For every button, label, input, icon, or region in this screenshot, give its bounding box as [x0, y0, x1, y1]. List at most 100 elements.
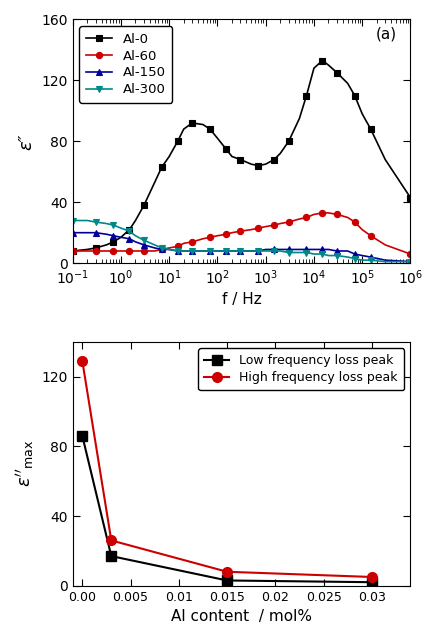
- High frequency loss peak: [369, 573, 375, 581]
- Al-300: [320, 250, 325, 258]
- Al-150: [263, 246, 268, 253]
- High frequency loss peak: [109, 537, 114, 544]
- Al-300: [141, 237, 146, 244]
- Al-60: [223, 230, 229, 238]
- Al-0: [256, 162, 261, 170]
- Al-60: [311, 211, 316, 218]
- Al-60: [118, 247, 124, 255]
- Al-0: [93, 244, 98, 252]
- Al-300: [352, 255, 357, 262]
- Al-60: [190, 238, 195, 246]
- Al-300: [256, 247, 261, 255]
- Al-0: [297, 115, 302, 122]
- Al-0: [104, 241, 109, 249]
- Al-150: [141, 241, 146, 249]
- Al-150: [277, 246, 283, 253]
- Al-150: [345, 247, 350, 255]
- Al-0: [141, 202, 146, 209]
- Al-300: [181, 247, 186, 255]
- Al-150: [200, 247, 205, 255]
- Al-60: [181, 239, 186, 247]
- Al-0: [408, 194, 413, 202]
- Al-0: [85, 246, 90, 253]
- Al-150: [111, 232, 116, 240]
- Al-0: [215, 135, 220, 142]
- Al-0: [181, 125, 186, 133]
- Al-0: [159, 163, 164, 171]
- Al-300: [277, 247, 283, 255]
- Text: (b): (b): [375, 349, 397, 364]
- Low frequency loss peak: [225, 577, 230, 584]
- Al-300: [368, 256, 373, 264]
- Al-60: [297, 215, 302, 223]
- Al-150: [408, 258, 413, 265]
- Al-60: [141, 247, 146, 255]
- Al-300: [229, 247, 235, 255]
- Al-0: [133, 217, 138, 225]
- Al-150: [70, 229, 75, 237]
- Al-150: [215, 247, 220, 255]
- Al-60: [127, 247, 132, 255]
- Al-150: [166, 246, 172, 253]
- Al-150: [286, 246, 291, 253]
- Al-60: [326, 209, 331, 217]
- Al-150: [238, 247, 243, 255]
- Al-150: [249, 247, 254, 255]
- Al-60: [277, 219, 283, 227]
- Al-150: [352, 250, 357, 258]
- Al-150: [159, 246, 164, 253]
- High frequency loss peak: [225, 568, 230, 575]
- Al-0: [368, 125, 373, 133]
- Al-60: [408, 250, 413, 258]
- Al-60: [383, 241, 388, 249]
- Al-0: [271, 156, 277, 163]
- Al-300: [271, 247, 277, 255]
- Al-300: [360, 256, 365, 264]
- Al-0: [360, 110, 365, 117]
- High frequency loss peak: [80, 357, 85, 365]
- Al-300: [133, 232, 138, 240]
- Al-60: [70, 247, 75, 255]
- Al-0: [320, 57, 325, 64]
- Al-60: [360, 226, 365, 234]
- Al-0: [286, 137, 291, 145]
- Al-300: [166, 246, 172, 253]
- Line: Al-300: Al-300: [69, 218, 413, 265]
- Al-150: [360, 252, 365, 260]
- Al-60: [175, 242, 180, 250]
- Al-300: [175, 247, 180, 255]
- Al-60: [334, 211, 340, 218]
- Al-0: [190, 119, 195, 127]
- Al-150: [181, 247, 186, 255]
- Al-300: [263, 247, 268, 255]
- Al-0: [200, 121, 205, 128]
- Al-60: [304, 214, 309, 221]
- Al-300: [334, 252, 340, 260]
- Al-300: [311, 250, 316, 258]
- Al-300: [297, 249, 302, 256]
- Al-0: [277, 150, 283, 158]
- Al-300: [70, 217, 75, 225]
- Al-0: [166, 152, 172, 160]
- Al-0: [383, 156, 388, 163]
- Al-150: [271, 246, 277, 253]
- Al-0: [345, 80, 350, 87]
- Al-300: [111, 221, 116, 229]
- Al-300: [238, 247, 243, 255]
- Al-300: [200, 247, 205, 255]
- Al-300: [207, 247, 212, 255]
- Line: Al-60: Al-60: [69, 210, 413, 257]
- Al-300: [127, 227, 132, 235]
- Legend: Low frequency loss peak, High frequency loss peak: Low frequency loss peak, High frequency …: [198, 348, 404, 390]
- Al-60: [368, 232, 373, 240]
- Al-60: [286, 218, 291, 226]
- Al-60: [200, 235, 205, 242]
- Al-0: [238, 156, 243, 163]
- Line: Low frequency loss peak: Low frequency loss peak: [77, 431, 377, 587]
- Al-150: [152, 244, 157, 252]
- Al-150: [297, 246, 302, 253]
- Al-60: [93, 247, 98, 255]
- Al-0: [207, 125, 212, 133]
- Al-0: [304, 92, 309, 100]
- Al-60: [345, 214, 350, 221]
